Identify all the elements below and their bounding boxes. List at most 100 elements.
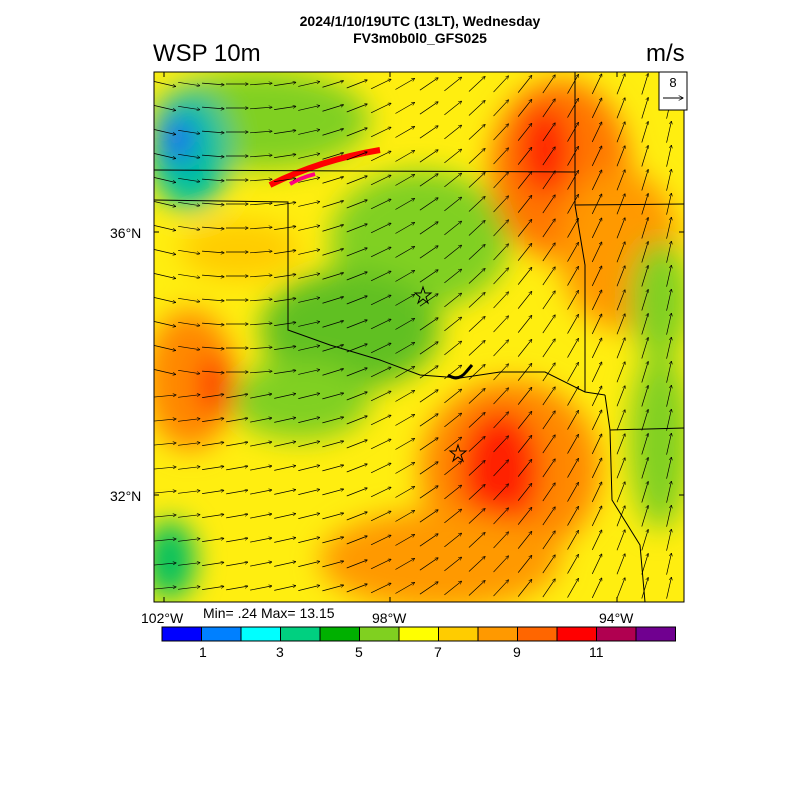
- wind-vector-arrow: [250, 538, 272, 543]
- wind-vector-arrow: [468, 581, 485, 596]
- colorbar-label: 5: [355, 644, 363, 660]
- wind-vector-arrow: [250, 371, 272, 373]
- wind-vector-arrow: [493, 460, 509, 477]
- wind-vector-arrow: [154, 273, 175, 279]
- wind-vector-arrow: [395, 511, 414, 522]
- wind-vector-arrow: [641, 145, 648, 167]
- wind-vector-arrow: [346, 320, 367, 329]
- wind-vector-arrow: [419, 558, 438, 571]
- wind-vector-arrow: [395, 271, 414, 282]
- wind-vector-arrow: [322, 249, 343, 256]
- wind-vector-arrow: [444, 413, 461, 428]
- wind-vector-arrow: [444, 173, 461, 188]
- wind-vector-arrow: [567, 554, 579, 574]
- wind-vector-arrow: [493, 244, 509, 261]
- wind-vector-arrow: [666, 457, 672, 479]
- wind-vector-arrow: [154, 105, 175, 111]
- wind-vector-arrow: [641, 337, 648, 359]
- wind-vector-arrow: [395, 583, 414, 594]
- wind-vector-arrow: [616, 290, 625, 311]
- wind-vector-arrow: [274, 490, 295, 495]
- wind-vector-arrow: [444, 533, 461, 548]
- wind-vector-arrow: [395, 127, 414, 138]
- wind-vector-arrow: [274, 106, 296, 110]
- wind-vector-arrow: [419, 342, 438, 355]
- wind-vector-arrow: [395, 439, 414, 450]
- wind-vector-arrow: [370, 103, 391, 114]
- wind-vector-arrow: [641, 385, 648, 407]
- wind-vector-arrow: [202, 202, 224, 205]
- wind-vector-arrow: [591, 458, 602, 479]
- wind-vector-arrow: [616, 218, 625, 239]
- wind-vector-arrow: [178, 491, 200, 494]
- wind-vector-arrow: [542, 195, 555, 214]
- wind-vector-arrow: [468, 77, 485, 92]
- wind-vector-arrow: [322, 201, 343, 208]
- wind-vector-arrow: [322, 465, 343, 472]
- wind-vector-arrow: [517, 339, 532, 357]
- wind-vector-arrow: [419, 174, 438, 187]
- wind-vector-arrow: [395, 391, 414, 402]
- wind-vector-arrow: [370, 127, 391, 138]
- wind-vector-arrow: [298, 393, 319, 399]
- wind-vector-arrow: [666, 529, 672, 551]
- wind-vector-arrow: [298, 537, 319, 543]
- wind-vector-arrow: [154, 515, 176, 518]
- wind-vector-arrow: [616, 362, 625, 383]
- wind-vector-arrow: [226, 514, 248, 519]
- wind-vector-arrow: [370, 535, 391, 546]
- wind-vector-arrow: [419, 582, 438, 595]
- wind-vector-arrow: [567, 530, 579, 550]
- lon-label-94w: 94°W: [599, 610, 634, 626]
- wind-vector-arrow: [666, 433, 672, 455]
- wind-vector-arrow: [567, 362, 579, 382]
- wind-vector-arrow: [616, 410, 625, 431]
- wind-vector-arrow: [370, 343, 391, 354]
- wind-vector-arrow: [666, 577, 672, 599]
- wind-vector-arrow: [444, 101, 461, 116]
- wind-vector-arrow: [641, 457, 648, 479]
- wind-vector-arrow: [517, 411, 532, 429]
- wind-vector-arrow: [322, 129, 343, 136]
- wind-vector-arrow: [395, 151, 414, 162]
- wind-vector-arrow: [493, 172, 509, 189]
- wind-vector-arrow: [370, 511, 391, 522]
- wind-vector-arrow: [154, 249, 175, 255]
- wind-vector-arrow: [468, 557, 485, 572]
- wind-vector-arrow: [154, 81, 175, 87]
- lat-label-36n: 36°N: [110, 225, 142, 241]
- wind-vector-arrow: [298, 202, 319, 207]
- wind-vector-arrow: [178, 129, 200, 133]
- wind-vector-arrow: [298, 82, 319, 87]
- wind-vector-arrow: [591, 578, 602, 599]
- wind-vector-arrow: [493, 76, 509, 93]
- wind-vector-arrow: [616, 74, 625, 95]
- wind-vector-arrow: [567, 170, 579, 190]
- wind-vector-arrow: [178, 467, 200, 470]
- wind-vector-arrow: [493, 148, 509, 165]
- wind-vector-arrow: [517, 387, 532, 405]
- wind-vector-arrow: [202, 370, 224, 373]
- wind-vector-arrow: [370, 223, 391, 234]
- wind-vector-arrow: [395, 343, 414, 354]
- wind-vector-arrow: [641, 529, 648, 551]
- wind-vector-arrow: [468, 269, 485, 284]
- wind-vector-arrow: [542, 531, 555, 550]
- wind-vector-arrow: [542, 99, 555, 118]
- wind-vector-arrow: [202, 226, 224, 229]
- wind-vector-arrow: [493, 316, 509, 333]
- wind-vector-arrow: [274, 226, 296, 230]
- wind-vector-arrow: [542, 243, 555, 262]
- wind-vector-arrow: [444, 461, 461, 476]
- wind-vector-arrow: [395, 103, 414, 114]
- wind-vector-arrow: [616, 338, 625, 359]
- wind-vector-arrow: [395, 175, 414, 186]
- wind-vector-arrow: [641, 241, 648, 263]
- wind-vector-arrow: [542, 435, 555, 454]
- wind-vector-arrow: [666, 217, 672, 239]
- wind-vector-arrow: [346, 152, 367, 161]
- wind-vector-arrow: [493, 580, 509, 597]
- wind-vector-arrow: [591, 98, 602, 119]
- wind-vector-arrow: [395, 559, 414, 570]
- wind-vector-arrow: [154, 225, 175, 231]
